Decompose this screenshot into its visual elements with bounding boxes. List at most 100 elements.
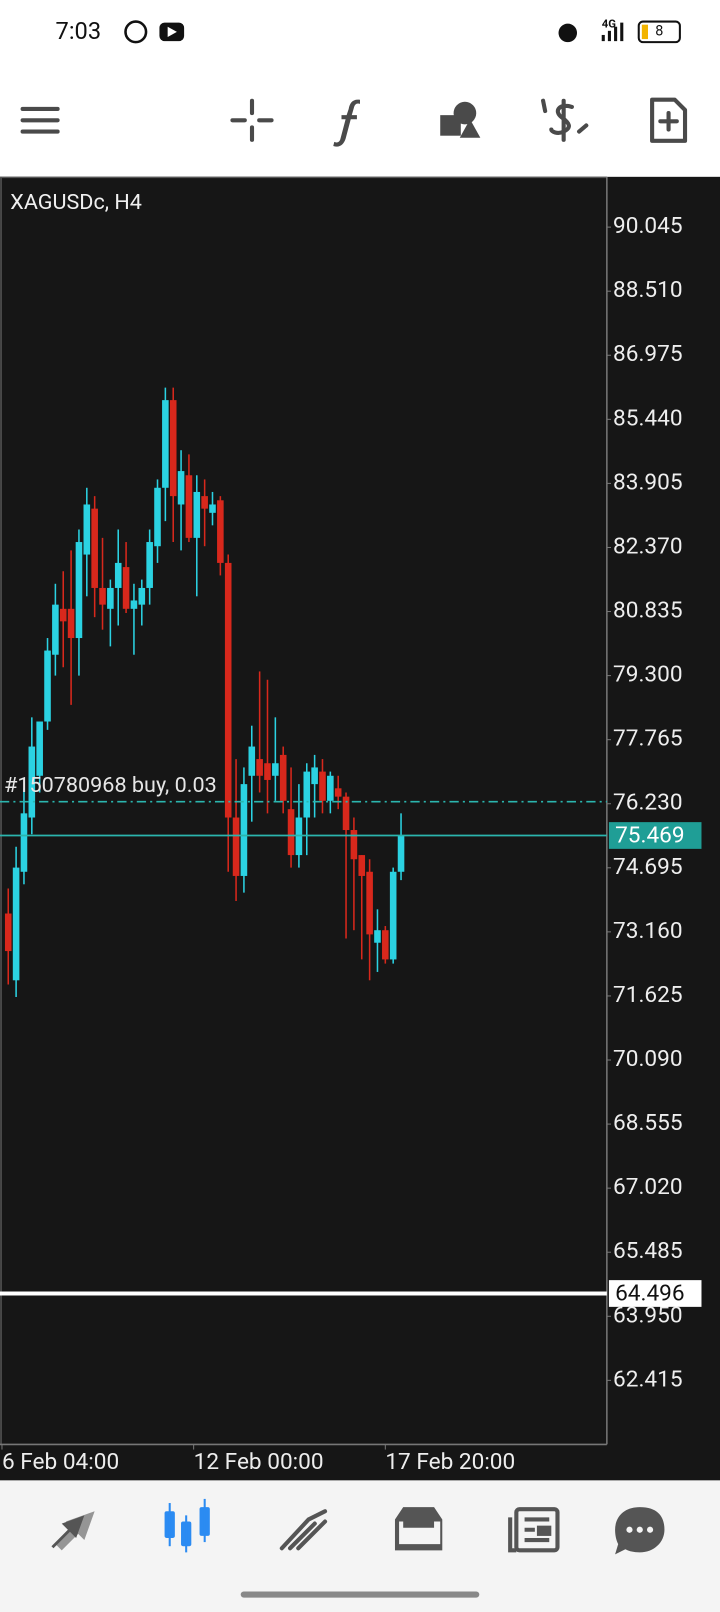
battery-icon <box>637 20 681 44</box>
bottom-nav <box>0 1480 720 1612</box>
alarm-icon <box>558 23 578 43</box>
trade-button[interactable] <box>541 98 589 142</box>
quotes-tab[interactable] <box>51 1511 95 1551</box>
y-tick-label: 68.555 <box>613 1109 683 1136</box>
candle-body <box>130 600 138 609</box>
y-tick-label: 74.695 <box>613 853 683 880</box>
menu-button[interactable] <box>20 106 60 134</box>
candle-body <box>138 587 146 605</box>
network-type: 4G <box>602 18 616 31</box>
price-tag-label: 75.469 <box>615 822 685 849</box>
battery-level <box>641 24 648 40</box>
chart-panel <box>0 176 720 1481</box>
objects-button[interactable] <box>440 101 481 138</box>
candle-body <box>12 867 20 981</box>
candle-body <box>327 775 334 801</box>
candle-body <box>382 930 389 960</box>
indicators-button[interactable] <box>333 99 360 147</box>
candle-body <box>59 608 67 622</box>
x-tick-label: 12 Feb 00:00 <box>194 1448 324 1475</box>
candle-body <box>185 475 193 538</box>
price-tag <box>608 1280 702 1307</box>
signal-icon <box>601 22 624 42</box>
candle-body <box>193 491 201 538</box>
candle-body <box>177 471 185 505</box>
y-tick-label: 86.975 <box>613 340 683 367</box>
candle-body <box>303 771 311 818</box>
candle-body <box>36 721 43 776</box>
y-tick-label: 83.905 <box>613 468 683 495</box>
candle-body <box>334 788 342 797</box>
news-tab[interactable] <box>508 1507 560 1553</box>
plot-area <box>4 387 405 997</box>
candle-body <box>279 754 287 801</box>
chat-tab[interactable] <box>615 1507 665 1555</box>
candle-body <box>83 504 91 555</box>
y-tick-label: 85.440 <box>613 404 683 431</box>
history-tab[interactable] <box>394 1507 443 1551</box>
candle-body <box>224 562 232 818</box>
battery-percent: 8 <box>655 23 663 40</box>
candle-body <box>342 796 350 831</box>
candle-body <box>232 817 240 876</box>
candle-body <box>4 913 12 952</box>
y-tick-label: 62.415 <box>613 1365 683 1392</box>
candle-body <box>20 813 28 872</box>
x-tick-label: 6 Feb 04:00 <box>2 1448 119 1475</box>
clock: 7:03 <box>56 17 102 45</box>
y-tick-label: 73.160 <box>613 917 683 944</box>
candle-body <box>209 504 216 513</box>
candle-body <box>44 650 51 722</box>
candle-body <box>350 830 358 860</box>
y-tick-label: 79.300 <box>613 661 683 688</box>
candle-body <box>366 871 373 935</box>
candle-body <box>256 759 263 776</box>
candle-body <box>28 746 36 818</box>
candle-body <box>52 604 59 655</box>
candle-body <box>114 562 122 588</box>
candle-body <box>272 763 279 776</box>
y-tick-label: 80.835 <box>613 597 683 624</box>
y-tick-label: 90.045 <box>613 212 683 239</box>
new-order-button[interactable] <box>650 97 688 143</box>
symbol-label: XAGUSDc, H4 <box>10 190 142 215</box>
candle-body <box>374 930 381 943</box>
youtube-play <box>167 26 177 38</box>
price-tag-label: 64.496 <box>615 1279 685 1306</box>
candle-body <box>389 871 397 960</box>
trade-tab[interactable] <box>279 1509 328 1551</box>
candle-body <box>67 608 75 639</box>
x-tick-label: 17 Feb 20:00 <box>385 1448 515 1475</box>
y-tick-label: 88.510 <box>613 276 683 303</box>
candle-body <box>75 542 83 639</box>
candle-body <box>287 809 295 856</box>
y-tick-label: 67.020 <box>613 1173 683 1200</box>
crosshair-button[interactable] <box>230 98 274 142</box>
candle-body <box>107 587 114 609</box>
candle-body <box>122 567 130 609</box>
candle-body <box>162 400 169 488</box>
chart-tab[interactable] <box>164 1498 210 1553</box>
candle-body <box>248 746 256 776</box>
candle-body <box>201 496 208 509</box>
y-tick-label: 65.485 <box>613 1237 683 1264</box>
toolbar <box>0 61 720 176</box>
candle-body <box>146 542 153 588</box>
price-tag <box>608 822 702 849</box>
candle-body <box>319 771 326 801</box>
order-label: #150780968 buy, 0.03 <box>4 773 217 798</box>
candle-body <box>91 508 98 588</box>
status-bar <box>0 0 720 62</box>
candle-body <box>99 587 106 605</box>
y-tick-label: 77.765 <box>613 725 683 752</box>
y-tick-label: 71.625 <box>613 981 683 1008</box>
candle-body <box>397 835 405 872</box>
candle-body <box>217 500 224 563</box>
candle-body <box>154 487 161 547</box>
y-tick-label: 70.090 <box>613 1045 683 1072</box>
candle-body <box>264 763 271 780</box>
candle-body <box>240 784 248 876</box>
candle-body <box>311 767 318 785</box>
